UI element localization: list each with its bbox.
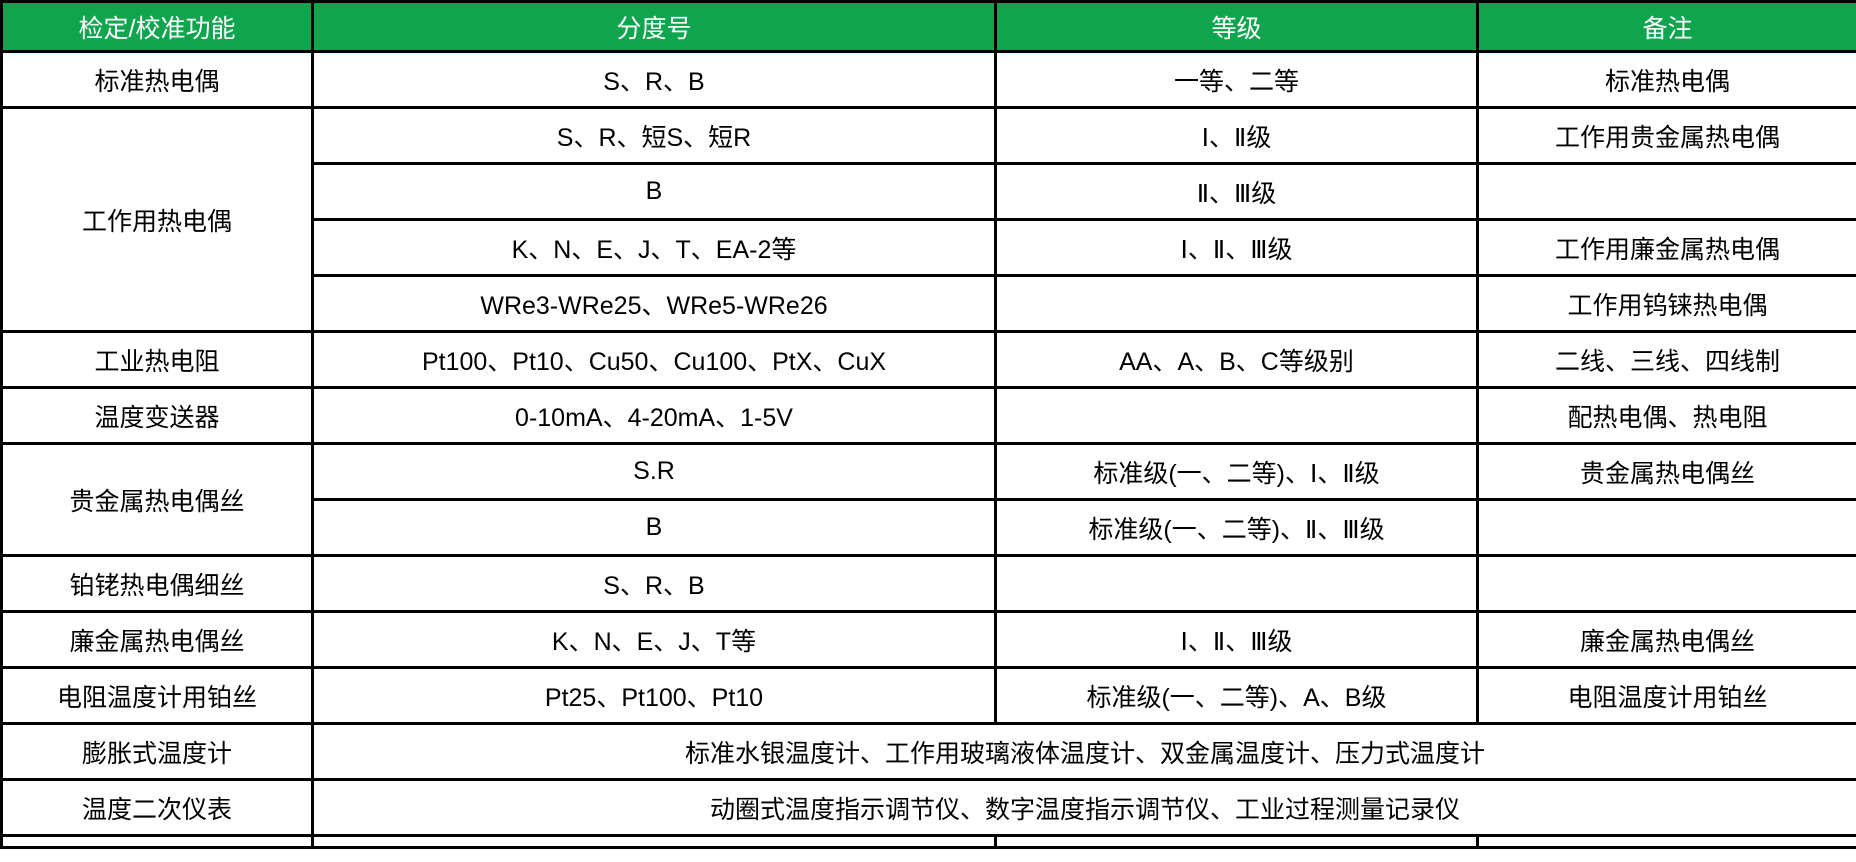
cell-grade: AA、A、B、C等级别 <box>994 330 1479 389</box>
table-row: B 标准级(一、二等)、Ⅱ、Ⅲ级 <box>2 498 1856 557</box>
cell-index: K、N、E、J、T、EA-2等 <box>311 218 997 277</box>
cell-index: K、N、E、J、T等 <box>311 610 997 669</box>
cell-index: S.R <box>311 442 997 501</box>
cell-grade <box>994 554 1479 613</box>
table-row: 温度变送器 0-10mA、4-20mA、1-5V 配热电偶、热电阻 <box>0 386 1856 445</box>
table-row: 廉金属热电偶丝 K、N、E、J、T等 Ⅰ、Ⅱ、Ⅲ级 廉金属热电偶丝 <box>0 610 1856 669</box>
header-cell-function: 检定/校准功能 <box>0 0 314 53</box>
cell-note: 贵金属热电偶丝 <box>1476 442 1856 501</box>
cell-function: 工作用热电偶 <box>0 106 314 333</box>
header-cell-index: 分度号 <box>311 0 997 53</box>
cell-note <box>1476 498 1856 557</box>
cell-index: S、R、短S、短R <box>311 106 997 165</box>
cell-grade: Ⅰ、Ⅱ、Ⅲ级 <box>994 610 1479 669</box>
cell-index: S、R、B <box>311 50 997 109</box>
table-row: K、N、E、J、T、EA-2等 Ⅰ、Ⅱ、Ⅲ级 工作用廉金属热电偶 <box>2 218 1856 277</box>
cell-grade: Ⅰ、Ⅱ、Ⅲ级 <box>994 218 1479 277</box>
table-row: 贵金属热电偶丝 S.R 标准级(一、二等)、Ⅰ、Ⅱ级 贵金属热电偶丝 <box>0 442 1856 557</box>
cell-span-description: 标准水银温度计、工作用玻璃液体温度计、双金属温度计、压力式温度计 <box>311 722 1856 781</box>
cell-grade: 标准级(一、二等)、A、B级 <box>994 666 1479 725</box>
table-row: 温度二次仪表 动圈式温度指示调节仪、数字温度指示调节仪、工业过程测量记录仪 <box>0 778 1856 837</box>
header-cell-note: 备注 <box>1476 0 1856 53</box>
cell-index: WRe3-WRe25、WRe5-WRe26 <box>311 274 997 333</box>
cell-index <box>311 834 997 849</box>
table-row: 铂铑热电偶细丝 S、R、B <box>0 554 1856 613</box>
cell-index: Pt100、Pt10、Cu50、Cu100、PtX、CuX <box>311 330 997 389</box>
table-row-partial <box>0 834 1856 849</box>
cell-note: 电阻温度计用铂丝 <box>1476 666 1856 725</box>
cell-note <box>1476 834 1856 849</box>
cell-note: 配热电偶、热电阻 <box>1476 386 1856 445</box>
cell-span-description: 动圈式温度指示调节仪、数字温度指示调节仪、工业过程测量记录仪 <box>311 778 1856 837</box>
cell-grade <box>994 386 1479 445</box>
table-row: B Ⅱ、Ⅲ级 <box>2 162 1856 221</box>
header-cell-grade: 等级 <box>994 0 1479 53</box>
cell-function: 铂铑热电偶细丝 <box>0 554 314 613</box>
cell-function: 标准热电偶 <box>0 50 314 109</box>
cell-index: B <box>311 162 997 221</box>
table-row: 膨胀式温度计 标准水银温度计、工作用玻璃液体温度计、双金属温度计、压力式温度计 <box>0 722 1856 781</box>
cell-function: 贵金属热电偶丝 <box>0 442 314 557</box>
cell-grade: 一等、二等 <box>994 50 1479 109</box>
table-row: 工业热电阻 Pt100、Pt10、Cu50、Cu100、PtX、CuX AA、A… <box>0 330 1856 389</box>
cell-function: 廉金属热电偶丝 <box>0 610 314 669</box>
header-row: 检定/校准功能 分度号 等级 备注 <box>0 0 1856 53</box>
cell-note <box>1476 162 1856 221</box>
cell-grade: 标准级(一、二等)、Ⅰ、Ⅱ级 <box>994 442 1479 501</box>
cell-index: S、R、B <box>311 554 997 613</box>
cell-index: Pt25、Pt100、Pt10 <box>311 666 997 725</box>
cell-grade <box>994 834 1479 849</box>
table-row: WRe3-WRe25、WRe5-WRe26 工作用钨铼热电偶 <box>2 274 1856 333</box>
cell-note: 工作用钨铼热电偶 <box>1476 274 1856 333</box>
cell-grade: 标准级(一、二等)、Ⅱ、Ⅲ级 <box>994 498 1479 557</box>
cell-function: 电阻温度计用铂丝 <box>0 666 314 725</box>
cell-grade: Ⅰ、Ⅱ级 <box>994 106 1479 165</box>
cell-function: 温度变送器 <box>0 386 314 445</box>
cell-note: 工作用贵金属热电偶 <box>1476 106 1856 165</box>
cell-note: 二线、三线、四线制 <box>1476 330 1856 389</box>
table-row: 标准热电偶 S、R、B 一等、二等 标准热电偶 <box>0 50 1856 109</box>
cell-note: 标准热电偶 <box>1476 50 1856 109</box>
cell-grade <box>994 274 1479 333</box>
cell-function: 温度二次仪表 <box>0 778 314 837</box>
cell-function: 膨胀式温度计 <box>0 722 314 781</box>
cell-index: B <box>311 498 997 557</box>
table-row: 工作用热电偶 S、R、短S、短R Ⅰ、Ⅱ级 工作用贵金属热电偶 <box>0 106 1856 333</box>
cell-note <box>1476 554 1856 613</box>
cell-index: 0-10mA、4-20mA、1-5V <box>311 386 997 445</box>
cell-note: 廉金属热电偶丝 <box>1476 610 1856 669</box>
cell-grade: Ⅱ、Ⅲ级 <box>994 162 1479 221</box>
cell-note: 工作用廉金属热电偶 <box>1476 218 1856 277</box>
table-row: 电阻温度计用铂丝 Pt25、Pt100、Pt10 标准级(一、二等)、A、B级 … <box>0 666 1856 725</box>
cell-function <box>0 834 314 849</box>
cell-function: 工业热电阻 <box>0 330 314 389</box>
